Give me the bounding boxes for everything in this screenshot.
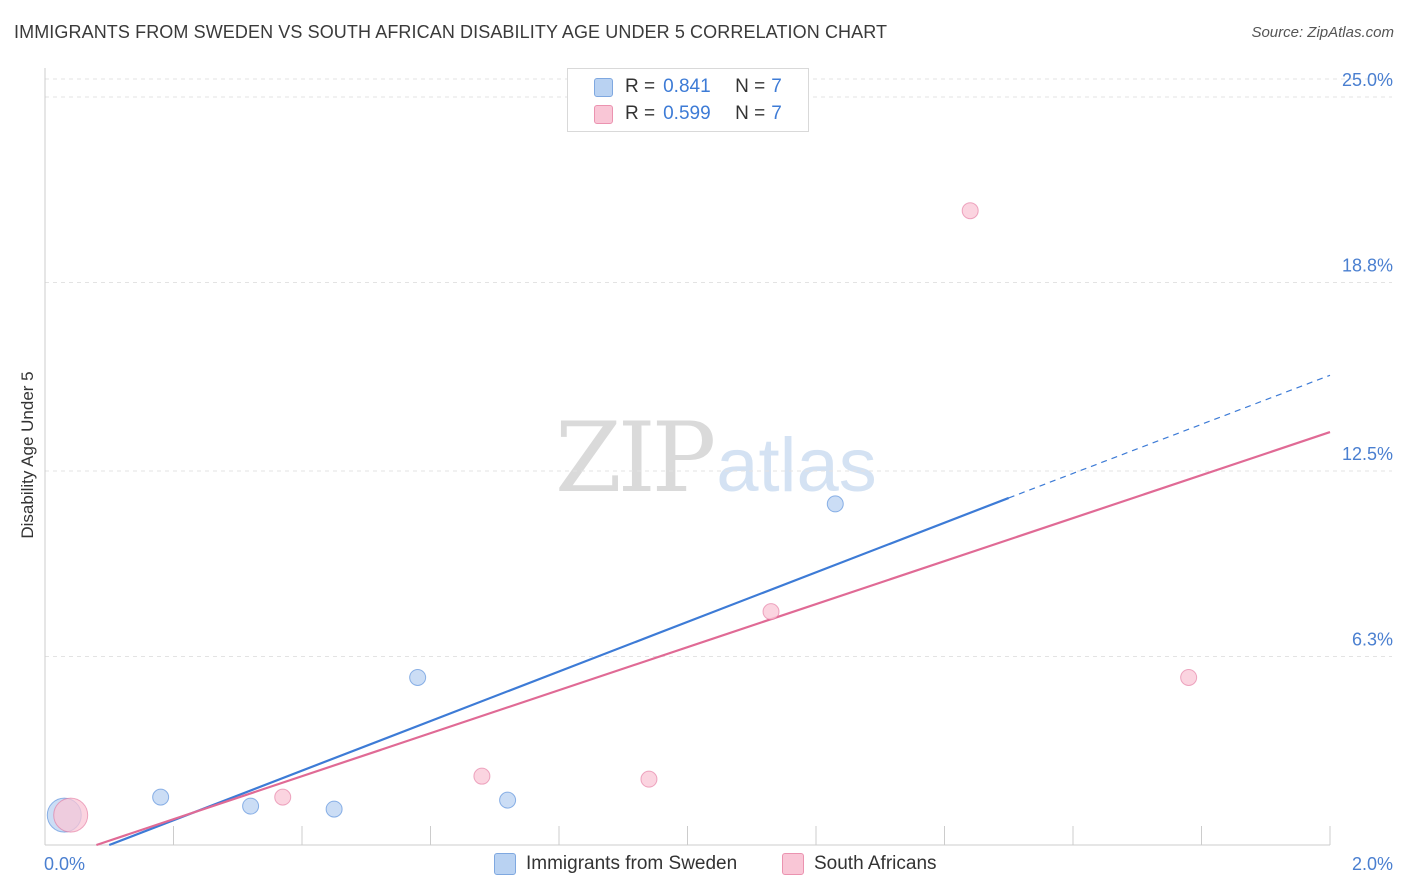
y-tick-label: 6.3% bbox=[1352, 630, 1393, 650]
legend-r-label: R = bbox=[625, 76, 656, 97]
series-legend-south-africans: South Africans bbox=[782, 852, 937, 876]
data-point-sweden bbox=[325, 800, 343, 818]
legend-row-sweden: R = 0.841 N = 7 bbox=[594, 75, 782, 99]
trend-line-south-africans bbox=[96, 431, 1331, 847]
data-point-sweden bbox=[826, 495, 844, 513]
data-point-south-africans bbox=[762, 603, 780, 621]
legend-r-label: R = bbox=[625, 103, 656, 124]
trend-line-sweden bbox=[108, 496, 1010, 847]
data-point-sweden bbox=[499, 791, 517, 809]
series-swatch-sweden bbox=[494, 853, 516, 875]
data-point-south-africans bbox=[274, 788, 292, 806]
y-tick-label: 25.0% bbox=[1342, 70, 1393, 90]
trend-lines bbox=[96, 374, 1331, 847]
data-point-south-africans bbox=[1180, 668, 1198, 686]
data-point-south-africans bbox=[53, 797, 89, 833]
watermark: ZIPatlas bbox=[555, 402, 877, 514]
tick-labels: 6.3% 12.5% 18.8% 25.0% 0.0% 2.0% bbox=[44, 70, 1393, 874]
legend-n-label: N = bbox=[735, 103, 766, 124]
data-point-south-africans bbox=[640, 770, 658, 788]
legend-n-label: N = bbox=[735, 76, 766, 97]
source-credit: Source: ZipAtlas.com bbox=[1251, 24, 1394, 41]
watermark-zip: ZIP bbox=[555, 402, 716, 514]
legend-n-value: 7 bbox=[771, 76, 782, 97]
series-swatch-south-africans bbox=[782, 853, 804, 875]
stats-legend: R = 0.841 N = 7 R = 0.599 N = 7 bbox=[567, 68, 809, 132]
legend-r-value: 0.841 bbox=[663, 76, 711, 97]
data-point-south-africans bbox=[961, 202, 979, 220]
data-point-sweden bbox=[242, 797, 260, 815]
series-legend-sweden: Immigrants from Sweden bbox=[494, 852, 737, 876]
x-tick-label: 0.0% bbox=[44, 854, 85, 874]
legend-r-value: 0.599 bbox=[663, 103, 711, 124]
trend-line-extension bbox=[1008, 374, 1331, 499]
grid-lines bbox=[45, 78, 1392, 658]
y-tick-label: 18.8% bbox=[1342, 256, 1393, 276]
x-tick-label: 2.0% bbox=[1352, 854, 1393, 874]
legend-swatch-south-africans bbox=[594, 104, 613, 124]
chart-title: IMMIGRANTS FROM SWEDEN VS SOUTH AFRICAN … bbox=[14, 22, 888, 42]
series-label-south-africans: South Africans bbox=[814, 853, 937, 874]
watermark-atlas: atlas bbox=[716, 423, 877, 508]
data-point-sweden bbox=[152, 788, 170, 806]
y-tick-label: 12.5% bbox=[1342, 444, 1393, 464]
legend-row-south-africans: R = 0.599 N = 7 bbox=[594, 102, 782, 126]
series-label-sweden: Immigrants from Sweden bbox=[526, 853, 738, 874]
legend-n-value: 7 bbox=[771, 103, 782, 124]
data-point-sweden bbox=[409, 668, 427, 686]
axes bbox=[44, 68, 1331, 846]
legend-swatch-sweden bbox=[594, 77, 613, 97]
data-point-south-africans bbox=[473, 767, 491, 785]
data-points bbox=[46, 202, 1198, 833]
